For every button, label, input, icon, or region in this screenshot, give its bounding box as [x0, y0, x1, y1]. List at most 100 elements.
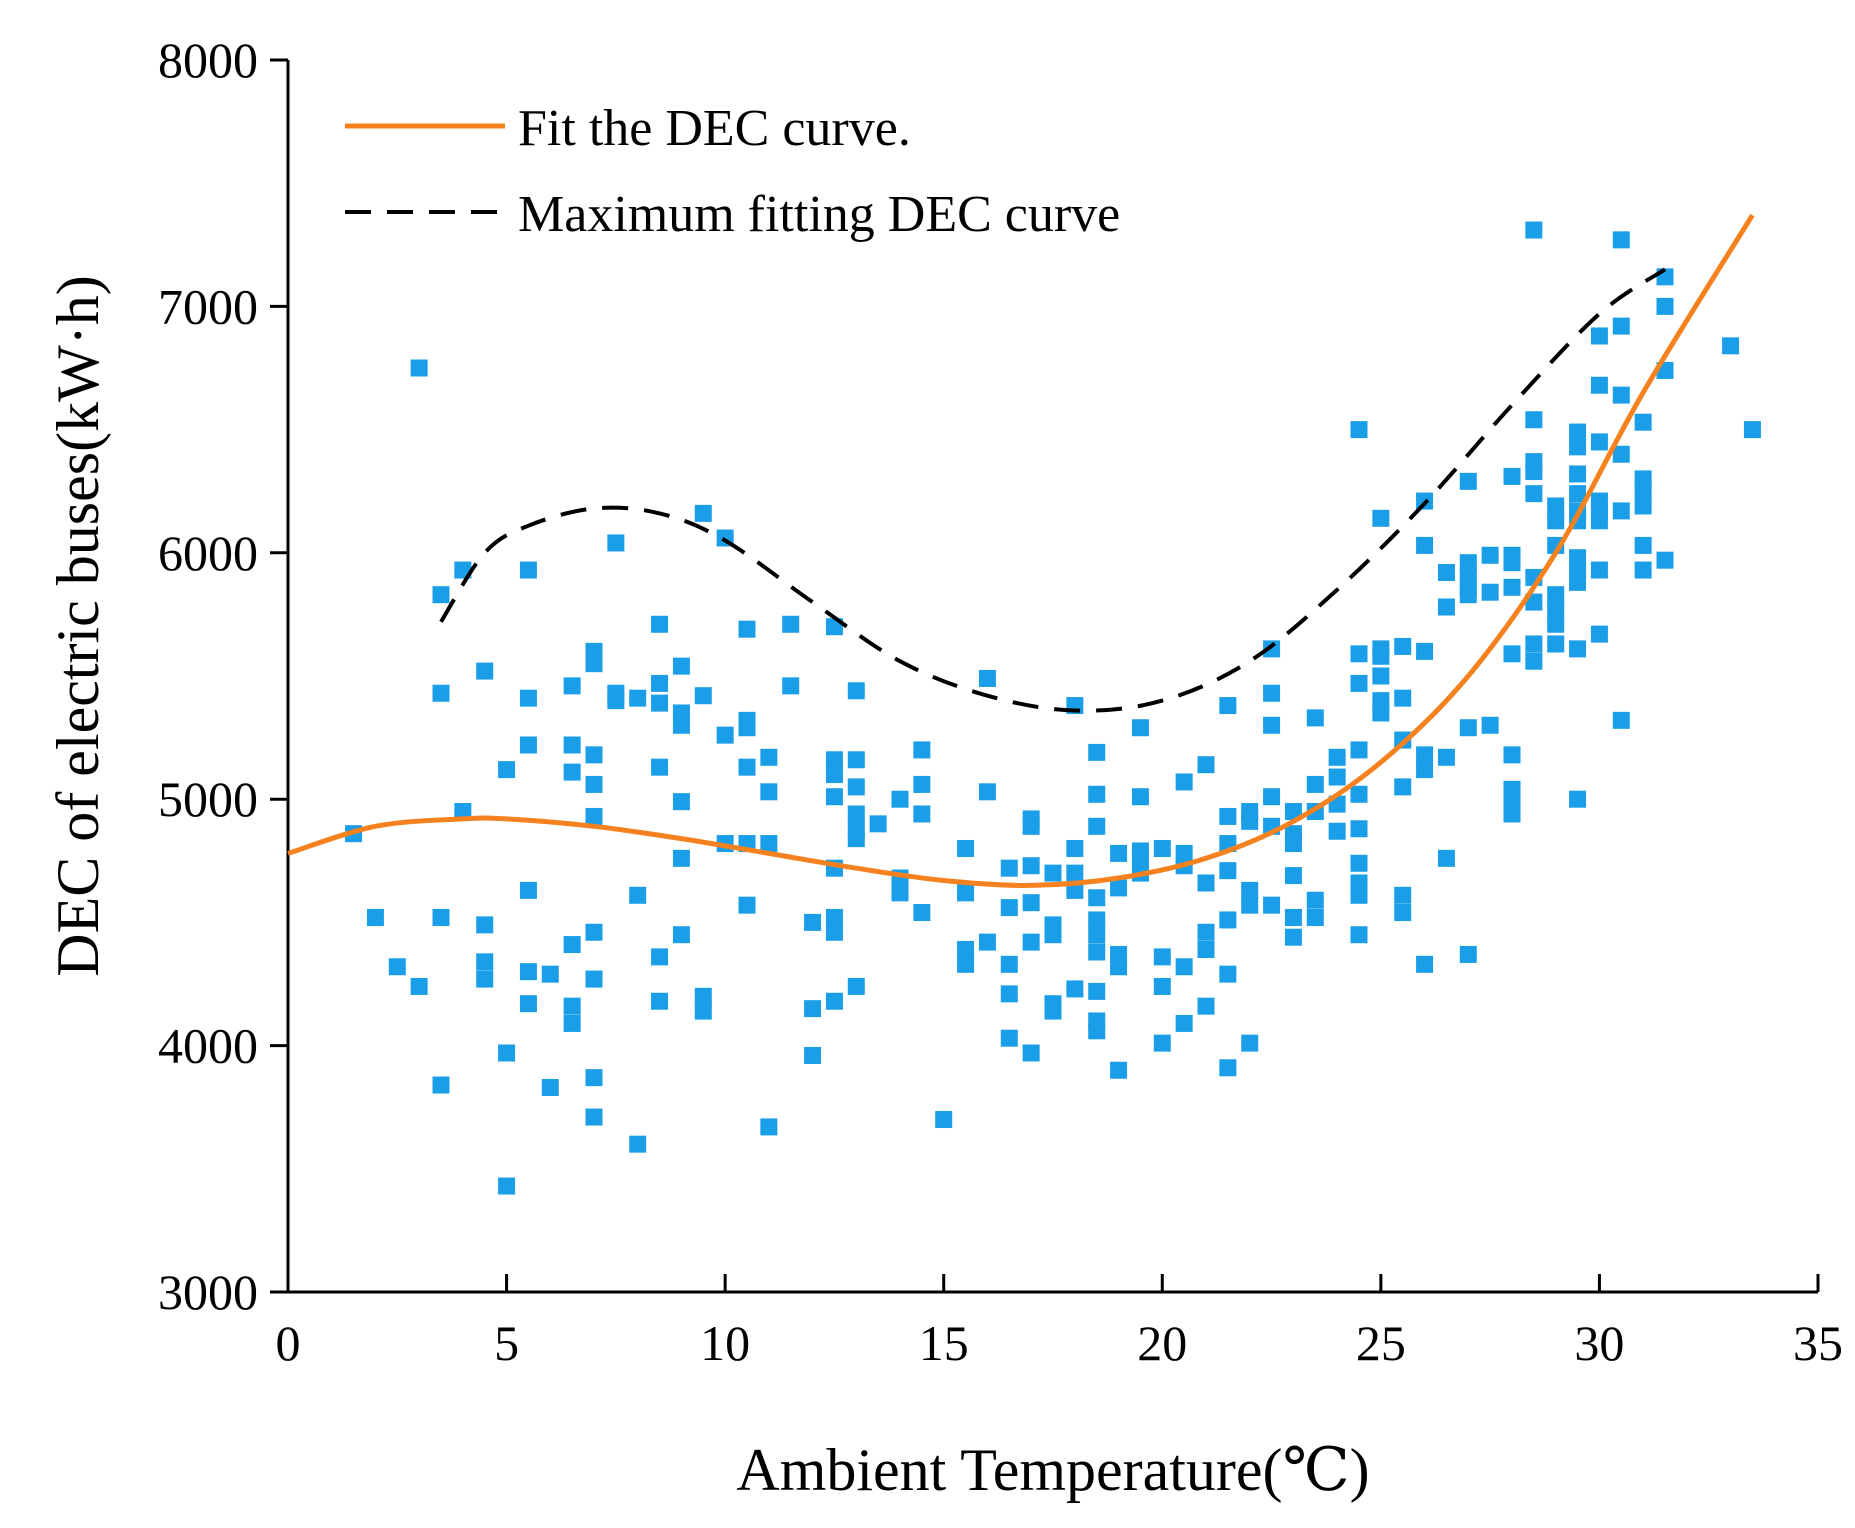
data-point — [1263, 716, 1281, 734]
data-point — [585, 807, 603, 825]
data-point — [1481, 583, 1499, 601]
data-point — [585, 1069, 603, 1087]
data-point — [366, 908, 384, 926]
data-point — [913, 904, 931, 922]
data-point — [738, 758, 756, 776]
data-point — [1328, 822, 1346, 840]
x-tick-label: 15 — [919, 1315, 969, 1371]
data-point — [1022, 894, 1040, 912]
data-point — [1197, 923, 1215, 941]
data-point — [1481, 716, 1499, 734]
data-point — [1634, 561, 1652, 579]
data-point — [1590, 376, 1608, 394]
data-point — [847, 830, 865, 848]
data-point — [782, 615, 800, 633]
data-point — [847, 778, 865, 796]
data-point — [1153, 948, 1171, 966]
axes: 0 5 10 15 20 25 30 35 3000 4000 5000 6000 7000 8000 — [158, 32, 1843, 1371]
data-point — [1088, 982, 1106, 1000]
data-point — [1022, 857, 1040, 875]
data-point — [651, 992, 669, 1010]
data-point — [1656, 297, 1674, 315]
data-point — [1175, 773, 1193, 791]
data-point — [1110, 879, 1128, 897]
data-point — [760, 783, 778, 801]
data-point — [1372, 647, 1390, 665]
data-point — [1197, 941, 1215, 959]
data-point — [1503, 467, 1521, 485]
data-point — [1437, 849, 1455, 867]
data-point — [1547, 512, 1565, 530]
legend-label-max-curve: Maximum fitting DEC curve — [518, 186, 1120, 243]
data-point — [1175, 1014, 1193, 1032]
data-point — [1153, 1034, 1171, 1052]
data-point — [672, 657, 690, 675]
data-point — [1612, 231, 1630, 249]
data-point — [1590, 433, 1608, 451]
data-point — [563, 736, 581, 754]
data-point — [1306, 908, 1324, 926]
data-point — [913, 741, 931, 759]
data-point — [935, 1111, 953, 1129]
data-point — [1634, 497, 1652, 515]
data-point — [607, 534, 625, 552]
data-point — [1350, 785, 1368, 803]
data-point — [541, 965, 559, 983]
y-tick-label: 8000 — [158, 32, 258, 88]
data-point — [1569, 790, 1587, 808]
data-point — [1525, 652, 1543, 670]
data-point — [1263, 640, 1281, 658]
data-point — [1612, 386, 1630, 404]
data-point — [563, 763, 581, 781]
data-point — [1525, 635, 1543, 653]
data-point — [1197, 997, 1215, 1015]
data-point — [519, 561, 537, 579]
data-point — [694, 504, 712, 522]
x-ticks: 0 5 10 15 20 25 30 35 — [276, 1274, 1843, 1371]
data-point — [432, 586, 450, 604]
data-point — [1481, 546, 1499, 564]
data-point — [1612, 502, 1630, 520]
data-point — [1066, 864, 1084, 882]
data-point — [825, 908, 843, 926]
data-point — [804, 913, 822, 931]
data-point — [1503, 805, 1521, 823]
data-point — [1241, 812, 1259, 830]
data-point — [1088, 743, 1106, 761]
data-point — [913, 805, 931, 823]
data-point — [847, 751, 865, 769]
data-point — [476, 953, 494, 971]
data-point — [1656, 551, 1674, 569]
data-point — [1459, 719, 1477, 737]
data-point — [1547, 600, 1565, 618]
data-point — [1590, 327, 1608, 345]
data-point — [1503, 578, 1521, 596]
data-point — [672, 849, 690, 867]
data-point — [1219, 1059, 1237, 1077]
data-point — [498, 1044, 516, 1062]
data-point — [1350, 820, 1368, 838]
data-point — [1503, 746, 1521, 764]
data-point — [1066, 980, 1084, 998]
data-point — [957, 941, 975, 959]
data-point — [825, 788, 843, 806]
data-point — [1066, 839, 1084, 857]
data-point — [585, 746, 603, 764]
data-point — [1197, 874, 1215, 892]
x-tick-label: 0 — [276, 1315, 301, 1371]
data-point — [651, 758, 669, 776]
data-point — [738, 896, 756, 914]
data-point — [891, 884, 909, 902]
data-point — [672, 793, 690, 811]
data-point — [694, 1002, 712, 1020]
data-point — [1612, 711, 1630, 729]
data-point — [1044, 864, 1062, 882]
data-point — [1569, 640, 1587, 658]
data-point — [1416, 761, 1434, 779]
data-point — [1394, 904, 1412, 922]
data-point — [1263, 684, 1281, 702]
y-axis-title: DEC of electric buses(kW·h) — [45, 275, 111, 976]
data-point — [1547, 635, 1565, 653]
data-point — [672, 716, 690, 734]
max-fit-dec-curve — [439, 267, 1667, 713]
